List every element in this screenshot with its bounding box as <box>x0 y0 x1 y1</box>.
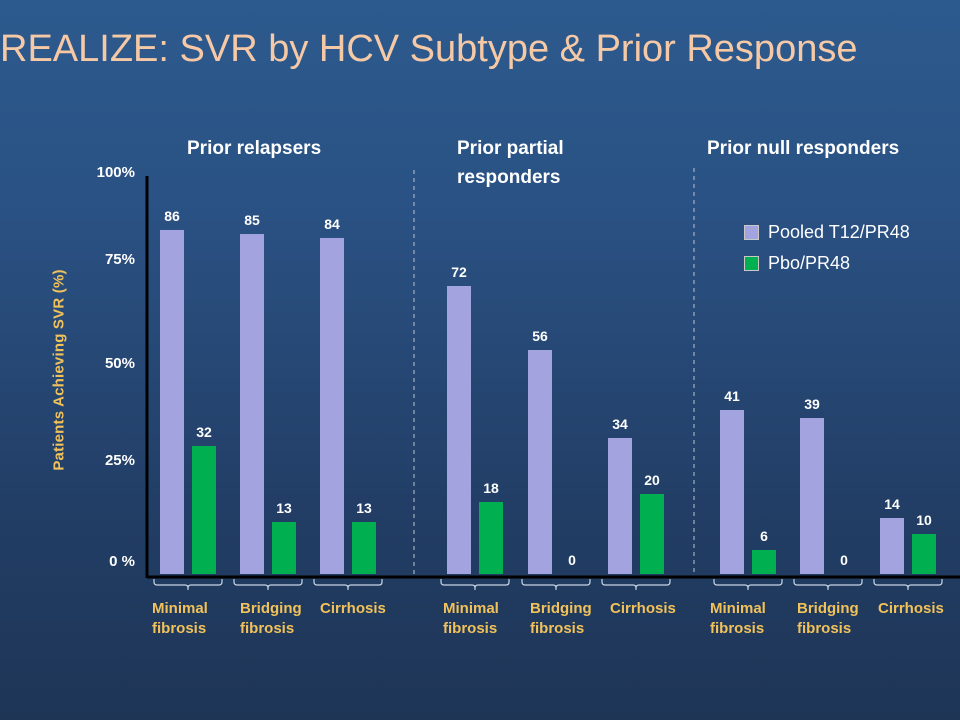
legend-swatch-pooled <box>744 225 759 240</box>
data-label: 84 <box>324 216 340 232</box>
category-bracket <box>521 579 591 590</box>
y-tick-label: 75% <box>104 251 135 268</box>
group-title-prior-null: Prior null responders <box>707 138 900 159</box>
data-label: 39 <box>804 396 820 412</box>
data-label: 34 <box>612 416 628 432</box>
bar-pooled <box>720 410 744 574</box>
data-label: 86 <box>164 208 180 224</box>
data-label: 32 <box>196 424 212 440</box>
data-label: 13 <box>276 500 292 516</box>
bar-pooled <box>800 418 824 574</box>
y-tick-label: 50% <box>104 355 135 372</box>
category-label: Cirrhosis <box>610 600 676 617</box>
bar-pbo <box>352 522 376 574</box>
category-bracket <box>233 579 303 590</box>
category-label: Minimal fibrosis <box>443 600 499 637</box>
slide-title: REALIZE: SVR by HCV Subtype & Prior Resp… <box>0 28 858 70</box>
y-tick-label: 0 % <box>109 553 135 570</box>
bar-pbo <box>912 534 936 574</box>
category-label: Minimal fibrosis <box>710 600 766 637</box>
legend-label-pbo: Pbo/PR48 <box>768 253 851 273</box>
y-tick-label: 25% <box>104 452 135 469</box>
category-bracket <box>313 579 383 590</box>
legend-swatch-pbo <box>744 256 759 271</box>
y-tick-label: 100% <box>96 164 135 181</box>
category-bracket <box>153 579 223 590</box>
data-label: 13 <box>356 500 372 516</box>
data-label: 56 <box>532 328 548 344</box>
category-bracket <box>873 579 943 590</box>
bar-pooled <box>608 438 632 574</box>
data-label: 6 <box>760 528 768 544</box>
bar-pooled <box>528 350 552 574</box>
data-label: 20 <box>644 472 660 488</box>
category-bracket <box>601 579 671 590</box>
category-bracket <box>440 579 510 590</box>
bar-pbo <box>479 502 503 574</box>
data-label: 85 <box>244 212 260 228</box>
data-label: 41 <box>724 388 740 404</box>
data-label: 72 <box>451 264 467 280</box>
bar-pooled <box>240 234 264 574</box>
bar-pbo <box>640 494 664 574</box>
group-title-prior-partial: Prior partial responders <box>457 138 564 188</box>
legend-label-pooled: Pooled T12/PR48 <box>768 222 910 242</box>
data-label: 18 <box>483 480 499 496</box>
bar-pooled <box>447 286 471 574</box>
bar-pbo <box>272 522 296 574</box>
bar-pooled <box>160 230 184 574</box>
data-label: 0 <box>568 552 576 568</box>
bar-pooled <box>320 238 344 574</box>
bar-pooled <box>880 518 904 574</box>
category-label: Minimal fibrosis <box>152 600 208 637</box>
category-bracket <box>713 579 783 590</box>
category-label: Cirrhosis <box>320 600 386 617</box>
category-label: Cirrhosis <box>878 600 944 617</box>
bar-pbo <box>752 550 776 574</box>
data-label: 10 <box>916 512 932 528</box>
category-label: Bridging fibrosis <box>797 600 859 637</box>
bar-pbo <box>192 446 216 574</box>
category-label: Bridging fibrosis <box>530 600 592 637</box>
category-label: Bridging fibrosis <box>240 600 302 637</box>
data-label: 14 <box>884 496 900 512</box>
category-bracket <box>793 579 863 590</box>
group-title-prior-relapsers: Prior relapsers <box>187 138 322 159</box>
data-label: 0 <box>840 552 848 568</box>
